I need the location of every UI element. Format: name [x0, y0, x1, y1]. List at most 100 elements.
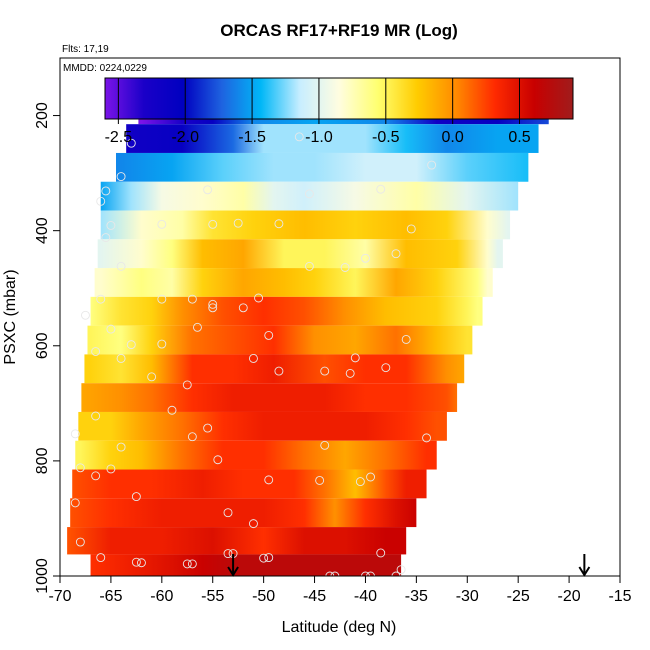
y-tick-label: 800	[34, 447, 51, 474]
x-tick-label: -65	[99, 588, 122, 605]
colorbar: -2.5 -2.0 -1.5 -1.0 -0.5 0.0 0.5	[104, 77, 574, 146]
data-band	[67, 527, 407, 555]
sample-point	[187, 432, 197, 442]
sample-point	[101, 186, 111, 196]
sample-point	[361, 253, 370, 263]
sample-point	[81, 310, 90, 320]
sample-point	[259, 553, 269, 563]
colorbar-tick-label: 0.0	[442, 129, 464, 146]
data-band	[100, 210, 511, 240]
sample-point	[106, 324, 116, 334]
sample-point	[345, 368, 355, 378]
colorbar-tick-label: 0.5	[508, 129, 530, 146]
sample-point	[376, 548, 386, 558]
latitude-markers	[227, 554, 591, 577]
sample-point	[294, 132, 304, 142]
sample-point	[147, 372, 157, 382]
sample-point	[101, 233, 111, 243]
sample-point	[325, 571, 335, 576]
sample-point	[116, 172, 126, 182]
plot-frame	[59, 57, 621, 577]
sample-point	[96, 294, 106, 304]
sample-point	[187, 559, 197, 569]
sample-point	[264, 553, 274, 563]
sample-point	[96, 196, 106, 206]
x-tick-label: -60	[150, 588, 173, 605]
sample-point	[366, 472, 375, 482]
x-tick-label: -25	[507, 588, 530, 605]
sample-point	[106, 464, 116, 474]
sample-point	[249, 519, 258, 529]
sample-point	[315, 476, 325, 485]
sample-point	[401, 334, 411, 344]
sample-point	[126, 138, 136, 148]
data-band	[126, 124, 539, 153]
x-tick-label: -55	[201, 588, 224, 605]
sample-point	[305, 261, 314, 271]
sample-point	[396, 565, 406, 575]
sample-point	[213, 455, 223, 465]
data-band	[78, 411, 447, 441]
sample-point	[274, 219, 284, 229]
sample-point	[264, 330, 274, 340]
y-tick-label: 1000	[34, 558, 51, 594]
sample-point	[203, 423, 213, 433]
x-tick-label: -45	[303, 588, 326, 605]
sample-point	[157, 339, 167, 349]
data-band	[81, 383, 458, 412]
sample-point	[223, 549, 233, 559]
sample-point	[187, 294, 197, 304]
sample-point	[70, 498, 80, 508]
sample-point	[167, 405, 177, 415]
chart-title: ORCAS RF17+RF19 MR (Log)	[220, 21, 458, 40]
sample-point	[91, 411, 101, 421]
data-band	[70, 498, 417, 528]
sample-point	[355, 477, 365, 487]
x-tick-label: -20	[558, 588, 581, 605]
colorbar-tick-label: -2.0	[171, 129, 199, 146]
marker-arrow	[578, 554, 591, 577]
dates-label: MMDD: 0224,0229	[63, 63, 147, 74]
sample-point	[70, 429, 80, 439]
data-band	[90, 554, 402, 576]
x-tick-label: -35	[405, 588, 428, 605]
sample-point	[422, 433, 431, 443]
sample-point	[182, 380, 192, 390]
x-tick-label: -40	[354, 588, 377, 605]
sample-point	[305, 189, 314, 199]
sample-point	[350, 353, 360, 363]
sample-point	[361, 571, 370, 576]
sample-point	[182, 559, 192, 569]
sample-point	[381, 363, 391, 373]
sample-point	[126, 340, 136, 350]
sample-point	[391, 249, 401, 259]
data-band	[97, 239, 503, 269]
sample-point	[106, 221, 116, 230]
sample-point	[75, 537, 85, 547]
sample-point	[274, 366, 284, 376]
data-band	[94, 268, 493, 297]
sample-point	[391, 571, 401, 576]
sample-point	[157, 294, 167, 304]
sample-point	[330, 571, 340, 576]
sample-point	[96, 553, 106, 563]
data-band	[75, 440, 437, 470]
sample-point	[320, 366, 330, 376]
colorbar-gradient	[104, 77, 574, 120]
sample-point	[376, 184, 386, 194]
sample-point	[116, 442, 126, 452]
sample-point	[249, 353, 258, 363]
y-tick-label: 200	[34, 102, 51, 129]
sample-point	[208, 299, 218, 309]
x-tick-label: -70	[48, 588, 71, 605]
colorbar-ticks: -2.5 -2.0 -1.5 -1.0 -0.5 0.0 0.5	[105, 78, 531, 146]
sample-point	[208, 219, 218, 229]
x-tick-label: -50	[252, 588, 275, 605]
y-tick-label: 400	[34, 217, 51, 244]
sample-point	[427, 160, 437, 170]
marker-arrow-head	[227, 566, 239, 577]
data-band	[90, 296, 483, 326]
sample-point	[157, 219, 167, 229]
sample-point	[137, 558, 146, 568]
sample-point	[223, 508, 233, 518]
